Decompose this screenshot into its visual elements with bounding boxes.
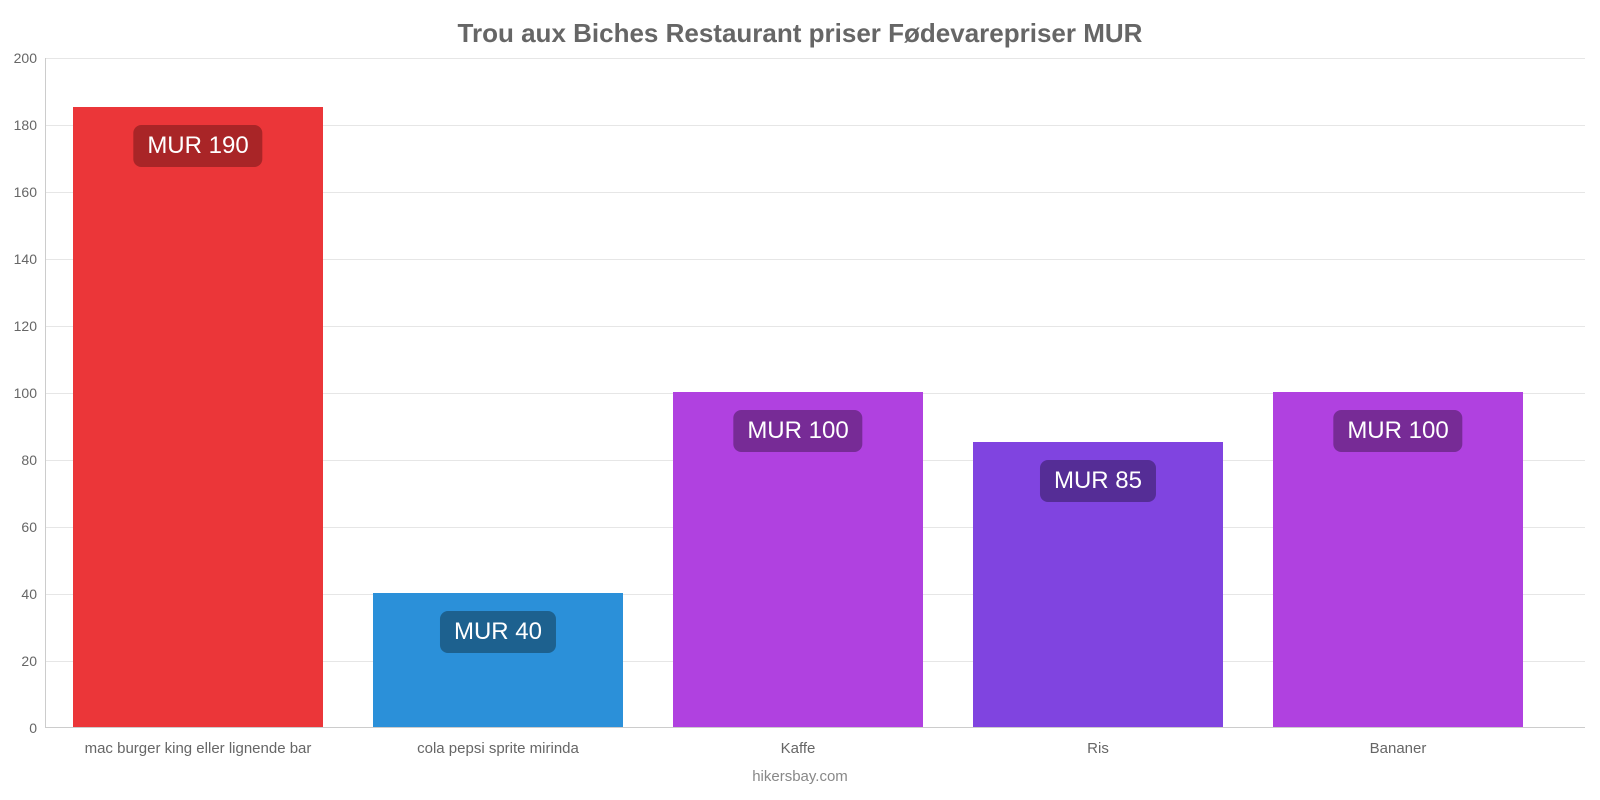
x-tick-label: mac burger king eller lignende bar xyxy=(63,740,333,757)
x-tick-label: Kaffe xyxy=(663,740,933,757)
y-tick-label: 60 xyxy=(0,519,37,535)
data-label: MUR 100 xyxy=(1333,410,1462,452)
y-tick-label: 160 xyxy=(0,184,37,200)
data-label: MUR 100 xyxy=(733,410,862,452)
price-bar-chart: Trou aux Biches Restaurant priser Fødeva… xyxy=(0,0,1600,800)
chart-footer: hikersbay.com xyxy=(0,768,1600,785)
grid-line xyxy=(46,58,1585,59)
plot-area: 020406080100120140160180200mac burger ki… xyxy=(45,58,1585,728)
data-label: MUR 85 xyxy=(1040,460,1156,502)
data-label: MUR 190 xyxy=(133,125,262,167)
x-tick-label: Bananer xyxy=(1263,740,1533,757)
y-tick-label: 20 xyxy=(0,653,37,669)
y-tick-label: 140 xyxy=(0,251,37,267)
y-tick-label: 0 xyxy=(0,720,37,736)
y-tick-label: 180 xyxy=(0,117,37,133)
y-tick-label: 40 xyxy=(0,586,37,602)
chart-title: Trou aux Biches Restaurant priser Fødeva… xyxy=(0,18,1600,49)
y-tick-label: 120 xyxy=(0,318,37,334)
y-tick-label: 80 xyxy=(0,452,37,468)
y-tick-label: 200 xyxy=(0,50,37,66)
data-label: MUR 40 xyxy=(440,611,556,653)
y-tick-label: 100 xyxy=(0,385,37,401)
x-tick-label: cola pepsi sprite mirinda xyxy=(363,740,633,757)
bar xyxy=(73,107,323,727)
x-tick-label: Ris xyxy=(963,740,1233,757)
